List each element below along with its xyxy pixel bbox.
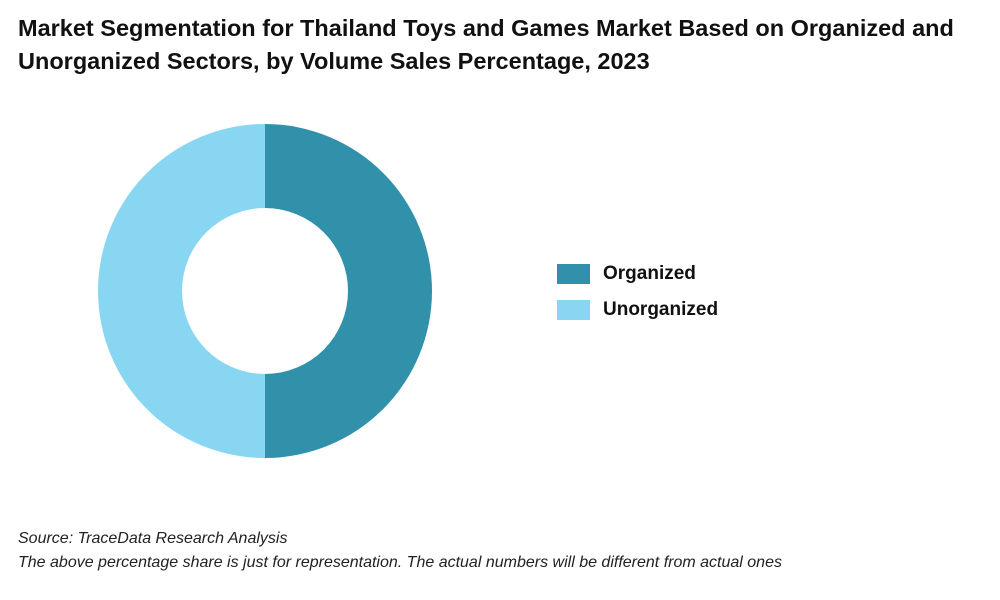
donut-slice-unorganized (98, 124, 265, 458)
legend-swatch-unorganized (557, 300, 590, 320)
source-note: Source: TraceData Research Analysis (18, 530, 288, 547)
donut-slice-organized (265, 124, 432, 458)
legend-swatch-organized (557, 264, 590, 284)
disclaimer-note: The above percentage share is just for r… (18, 554, 782, 571)
chart-footer: Source: TraceData Research Analysis The … (18, 527, 978, 575)
chart-title: Market Segmentation for Thailand Toys an… (18, 15, 954, 74)
legend-label-unorganized: Unorganized (603, 299, 719, 320)
legend-label-organized: Organized (603, 263, 696, 284)
chart-legend: Organized Unorganized (557, 262, 718, 334)
donut-slices (98, 124, 432, 458)
legend-item-organized: Organized (557, 262, 718, 286)
legend-item-unorganized: Unorganized (557, 298, 718, 322)
